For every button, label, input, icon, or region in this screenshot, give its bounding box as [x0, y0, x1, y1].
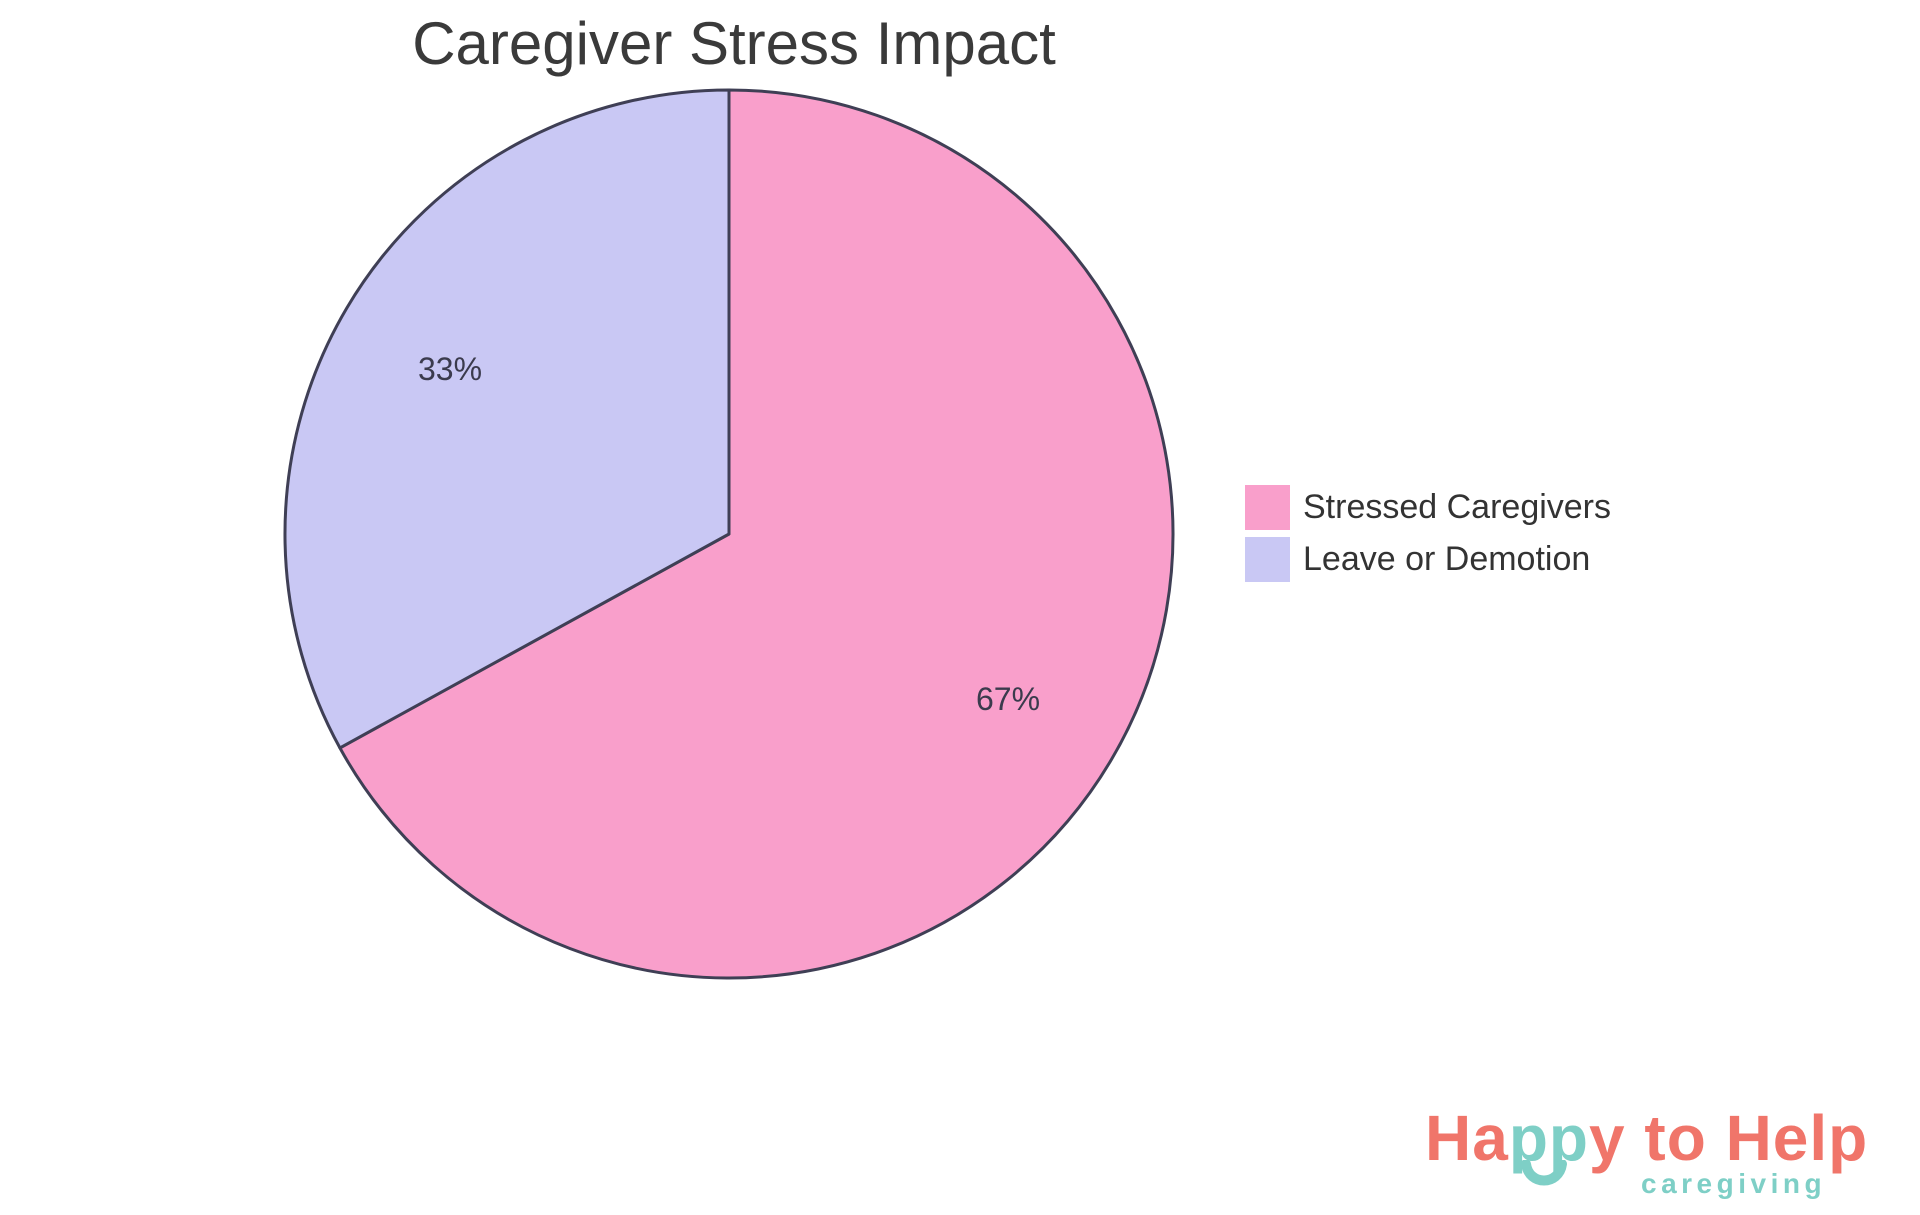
logo-wordmark-part2: pp	[1508, 1102, 1589, 1174]
logo-smile-icon	[1521, 1160, 1567, 1186]
logo-wordmark: Happy to Help	[1425, 1106, 1895, 1170]
legend-label-stressed-caregivers: Stressed Caregivers	[1303, 488, 1612, 526]
pie-slice-0[interactable]	[338, 88, 1175, 980]
logo-wordmark-part3: y to Help	[1589, 1102, 1869, 1174]
chart-title: Caregiver Stress Impact	[412, 10, 1056, 77]
happy-to-help-logo: Happy to Help caregiving	[1425, 1106, 1895, 1211]
pie-slice-label-0: 67%	[976, 681, 1040, 717]
pie-slice-1[interactable]	[283, 88, 731, 750]
legend-swatch-stressed-caregivers	[1245, 485, 1290, 530]
legend-item-leave-or-demotion[interactable]: Leave or Demotion	[1245, 537, 1611, 582]
logo-subtitle: caregiving	[1641, 1168, 1827, 1199]
legend-swatch-leave-or-demotion	[1245, 537, 1290, 582]
legend: Stressed Caregivers Leave or Demotion	[1245, 485, 1611, 589]
pie-slice-label-1: 33%	[418, 351, 482, 387]
logo-smile-path	[1521, 1160, 1567, 1186]
logo-wordmark-part1: Ha	[1425, 1102, 1509, 1174]
legend-item-stressed-caregivers[interactable]: Stressed Caregivers	[1245, 485, 1611, 530]
legend-label-leave-or-demotion: Leave or Demotion	[1303, 540, 1591, 578]
